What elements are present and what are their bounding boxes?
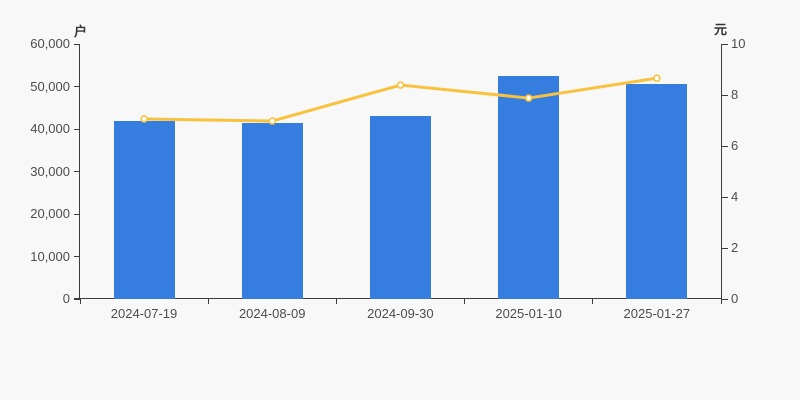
x-tick-mark: [720, 299, 722, 304]
right-y-tick-label: 10: [731, 36, 746, 51]
left-y-tick-label: 50,000: [30, 78, 70, 94]
left-y-tick-label: 20,000: [30, 206, 70, 221]
x-tick-mark: [464, 299, 466, 304]
x-category-label: 2024-07-19: [110, 306, 178, 321]
bar: [498, 75, 560, 299]
right-y-tick-mark: [722, 43, 728, 45]
x-tick-mark: [335, 299, 337, 304]
right-y-tick-mark: [722, 298, 728, 300]
right-y-tick-label: 4: [731, 189, 739, 204]
bar: [370, 116, 431, 299]
x-category-label: 2024-09-30: [367, 306, 434, 321]
left-y-tick-mark: [74, 298, 80, 300]
left-y-tick-label: 40,000: [30, 121, 70, 136]
left-y-tick-mark: [74, 128, 80, 130]
left-y-tick-mark: [74, 171, 80, 172]
left-y-tick-label: 10,000: [30, 248, 70, 264]
trend-line: [142, 76, 659, 123]
right-axis-unit-label: 元: [714, 22, 728, 37]
right-y-tick-label: 6: [731, 138, 739, 153]
right-y-tick-mark: [722, 247, 728, 249]
left-y-tick-mark: [74, 86, 80, 87]
bar: [113, 120, 175, 299]
left-y-tick-label: 30,000: [30, 163, 70, 179]
right-y-axis-line: [721, 44, 722, 299]
bar: [241, 122, 303, 299]
left-y-tick-mark: [74, 256, 80, 257]
right-y-tick-mark: [722, 94, 728, 96]
bar: [626, 83, 688, 299]
right-y-tick-label: 2: [731, 240, 739, 255]
left-y-tick-label: 0: [62, 291, 70, 306]
right-y-tick-label: 0: [731, 291, 739, 306]
x-tick-mark: [592, 299, 594, 304]
line-marker: [396, 81, 405, 89]
x-category-label: 2025-01-10: [495, 306, 562, 321]
left-y-tick-mark: [74, 43, 80, 45]
right-y-tick-label: 8: [731, 87, 739, 102]
right-y-tick-mark: [722, 196, 728, 198]
x-category-label: 2025-01-27: [623, 306, 691, 321]
x-category-label: 2024-08-09: [238, 306, 306, 321]
left-y-tick-label: 60,000: [30, 36, 70, 51]
left-y-tick-mark: [74, 213, 80, 215]
x-tick-mark: [207, 299, 209, 304]
left-axis-unit-label: 户: [74, 24, 88, 39]
right-y-tick-mark: [722, 145, 728, 147]
x-tick-mark: [79, 299, 81, 304]
line-marker: [653, 74, 661, 82]
